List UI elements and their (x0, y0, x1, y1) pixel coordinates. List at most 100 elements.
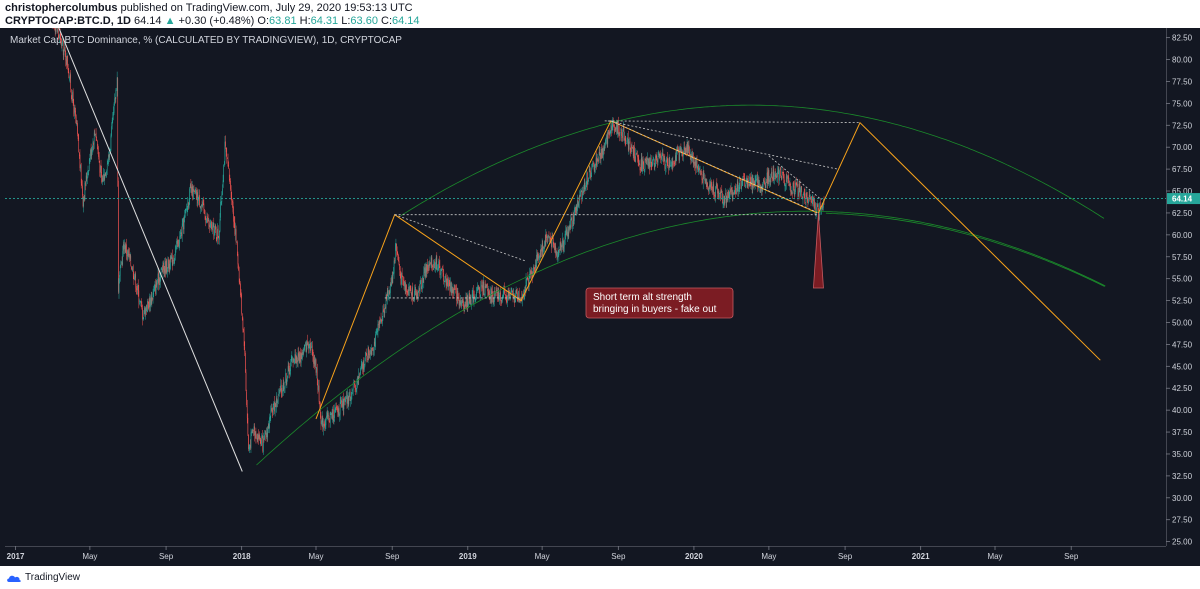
author-name[interactable]: christophercolumbus (5, 2, 118, 14)
candle-body (758, 180, 760, 186)
candle-body (624, 137, 625, 141)
candle-body (574, 206, 576, 211)
candle-body (125, 245, 127, 253)
price-chart[interactable]: Market Cap BTC Dominance, % (CALCULATED … (0, 28, 1200, 566)
candle-body (85, 175, 87, 185)
candle-body (220, 201, 221, 218)
downtrend-line[interactable] (58, 28, 243, 472)
candle-body (655, 155, 657, 158)
candle-body (334, 409, 335, 419)
candle-body (326, 412, 328, 417)
candle-body (408, 289, 410, 292)
candle-body (600, 153, 601, 160)
candle-body (238, 270, 240, 283)
candle-body (727, 191, 729, 201)
candle-body (403, 280, 404, 281)
x-tick-label: 2018 (233, 552, 251, 561)
candle-body (186, 208, 188, 210)
candle-body (282, 390, 283, 392)
candle-body (204, 209, 205, 214)
candle-body (684, 150, 686, 154)
candle-body (756, 178, 757, 181)
candle-body (461, 301, 462, 306)
candle-body (294, 358, 295, 363)
candle-body (285, 373, 287, 384)
candle-body (229, 178, 231, 181)
price-change: +0.30 (+0.48%) (178, 15, 255, 27)
candle-body (512, 290, 513, 293)
candle-body (768, 169, 770, 182)
channel-line-1[interactable] (394, 214, 527, 262)
candle-body (625, 141, 627, 144)
candle-body (733, 193, 734, 194)
candle-body (489, 290, 490, 300)
candle-body (608, 129, 609, 135)
candle-body (176, 240, 177, 245)
candle-body (538, 258, 540, 260)
callout-line-1: Short term alt strength (593, 292, 692, 303)
upper-arc-curve[interactable] (400, 104, 1105, 219)
candle-body (98, 151, 99, 157)
candle-body (763, 179, 765, 181)
candle-body (149, 298, 150, 308)
candle-body (319, 401, 321, 405)
lower-arc-outer-curve[interactable] (825, 212, 1105, 287)
candle-body (474, 296, 475, 299)
candle-body (465, 296, 467, 307)
candle-body (266, 432, 267, 437)
candle-body (684, 147, 685, 151)
candle-body (454, 289, 456, 290)
candle-body (64, 47, 65, 51)
candle-body (362, 363, 363, 369)
candle-body (354, 384, 356, 387)
candle-body (275, 403, 277, 407)
lower-arc-curve[interactable] (256, 210, 1106, 466)
candle-body (434, 267, 436, 269)
candle-body (338, 408, 339, 414)
candle-body (74, 107, 76, 112)
candle-body (256, 438, 258, 441)
annotation-callout[interactable]: Short term alt strength bringing in buye… (585, 213, 824, 319)
candle-body (83, 197, 85, 199)
candle-body (637, 154, 638, 158)
candle-body (310, 343, 311, 351)
channel-line-3[interactable] (768, 155, 822, 201)
candle-body (438, 261, 440, 265)
candle-body (481, 285, 482, 287)
candle-body (621, 136, 623, 139)
time-axis[interactable]: 2017 May Sep 2018 May Sep 2019 May Sep 2020 May Sep… (5, 546, 1166, 561)
candle-body (693, 161, 695, 164)
candle-body (491, 291, 493, 304)
candle-body (709, 184, 711, 188)
candle-body (562, 238, 563, 247)
candle-body (124, 245, 126, 252)
candle-body (451, 286, 452, 294)
candle-body (283, 382, 285, 390)
candle-body (249, 444, 251, 448)
last-price: 64.14 (133, 15, 162, 27)
candle-body (780, 167, 781, 177)
candle-body (270, 410, 272, 417)
candle-body (471, 294, 473, 305)
candle-body (394, 260, 395, 261)
candle-body (58, 35, 60, 38)
candle-body (616, 120, 618, 134)
high-value: 64.31 (310, 15, 339, 27)
channel-line-4[interactable] (610, 120, 819, 214)
candle-body (390, 283, 392, 286)
projection-path[interactable] (817, 121, 1101, 361)
top-horizontal-line[interactable] (604, 120, 860, 124)
candle-body (246, 405, 248, 419)
candle-body (157, 273, 159, 283)
candle-body (122, 251, 124, 265)
channel-line-2[interactable] (607, 120, 838, 170)
candle-body (67, 55, 68, 68)
tradingview-logo[interactable]: TradingView (6, 572, 80, 583)
candle-body (749, 176, 750, 187)
price-axis[interactable]: 82.50 80.00 77.50 75.00 72.50 70.00 67.50 65.00… (1166, 28, 1200, 566)
candle-body (211, 221, 212, 225)
candle-body (743, 176, 744, 178)
zigzag-pattern[interactable] (315, 120, 818, 420)
candle-body (629, 141, 630, 143)
candle-body (67, 68, 69, 73)
